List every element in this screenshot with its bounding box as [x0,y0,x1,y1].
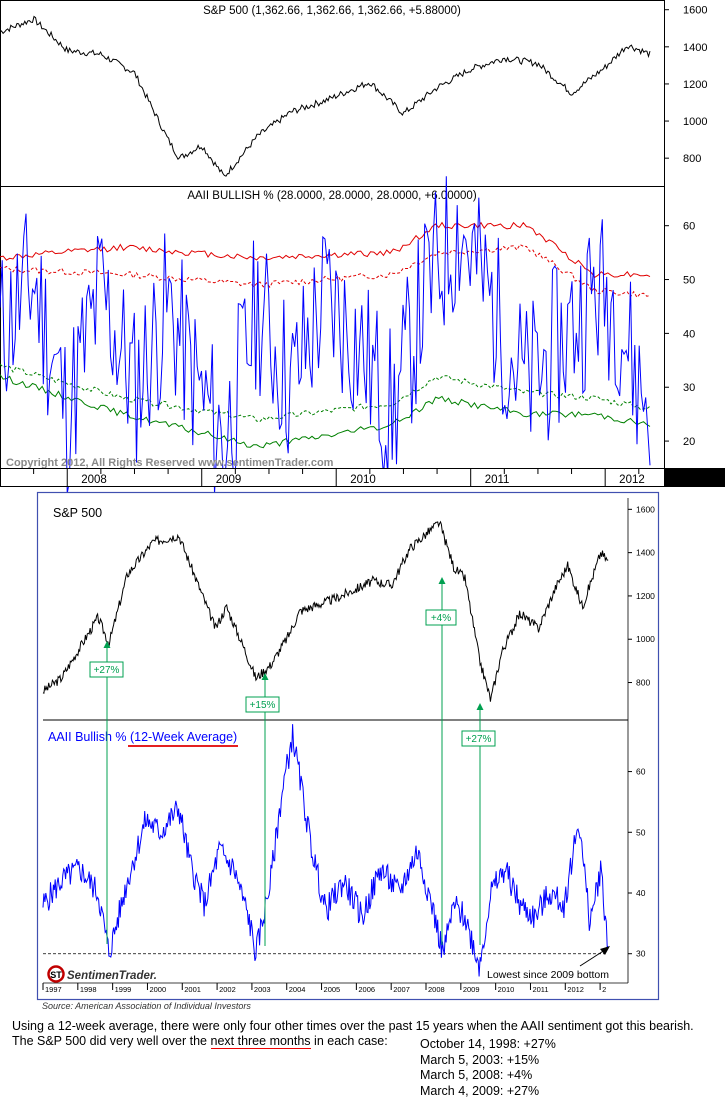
cases-list: October 14, 1998: +27% March 5, 2003: +1… [420,1037,556,1099]
y-tick-label: 20 [683,436,695,448]
upper-band-line [0,221,651,278]
y-tick-label: 1200 [683,79,707,91]
x-tick-label: 2009 [463,985,480,994]
aaii-top-title: AAII BULLISH % (28.0000, 28.0000, 28.000… [187,190,476,202]
bullish-pct-line [0,176,651,495]
x-tick-label: 2004 [289,985,306,994]
case-item: October 14, 1998: +27% [420,1037,556,1051]
aaii-bottom-title: AAII Bullish % (12-Week Average) [48,730,237,744]
x-tick-label: 2010 [498,985,515,994]
case-item: March 5, 2008: +4% [420,1068,533,1082]
lowest-since-label: Lowest since 2009 bottom [487,969,609,981]
sp500-top-panel: S&P 500 (1,362.66, 1,362.66, 1,362.66, +… [0,0,707,187]
arrow-head [103,641,111,648]
x-tick-label: 2000 [149,985,166,994]
x-tick-label: 1998 [80,985,97,994]
x-tick-label: 2012 [619,474,645,486]
aaii-top-panel: AAII BULLISH % (28.0000, 28.0000, 28.000… [0,176,695,495]
y-tick-label: 1200 [636,591,655,601]
pointer-arrow [579,946,610,967]
y-tick-label: 1400 [683,42,707,54]
y-tick-label: 60 [636,767,646,777]
x-tick-label: 2012 [567,985,584,994]
x-tick-label: 2 [602,985,606,994]
x-tick-label: 2009 [216,474,242,486]
y-tick-label: 1000 [636,634,655,644]
next-three-months: next three months [210,1034,311,1049]
svg-text:ST: ST [50,970,62,980]
x-tick-label: 2001 [184,985,201,994]
annotation-1998: +27% [89,661,124,678]
case-item: March 4, 2009: +27% [420,1083,540,1098]
y-tick-label: 800 [683,153,701,165]
copyright-text: Copyright 2012, All Rights Reserved www.… [6,457,334,469]
svg-text:SentimenTrader.: SentimenTrader. [67,970,157,982]
x-tick-label: 2002 [219,985,236,994]
x-tick-label: 2005 [324,985,341,994]
annotation-2009: +27% [461,730,496,747]
caption-line2: The S&P 500 did very well over the next … [12,1034,388,1049]
y-tick-label: 30 [683,382,695,394]
y-tick-label: 30 [636,949,646,959]
svg-text:+4%: +4% [431,613,451,624]
arrow-head [476,703,484,710]
x-tick-label: 2011 [532,985,548,994]
x-tick-label: 2008 [81,474,107,486]
y-tick-label: 1400 [636,548,655,558]
x-tick-label: 1999 [115,985,132,994]
sp500-bottom-title: S&P 500 [53,506,102,520]
aaii-12wk-line [42,724,609,977]
arrow-head [438,577,446,584]
source-text: Source: American Association of Individu… [42,1001,251,1010]
sentimentrader-logo: ST SentimenTrader. [47,965,157,983]
sp500-top-line [0,15,651,177]
y-tick-label: 1600 [636,504,655,514]
arrow-head [261,673,269,680]
svg-text:+15%: +15% [250,700,276,711]
y-tick-label: 50 [636,827,646,837]
y-tick-label: 40 [683,328,695,340]
y-tick-label: 1600 [683,5,707,17]
sp500-top-title: S&P 500 (1,362.66, 1,362.66, 1,362.66, +… [203,5,461,17]
x-tick-label: 2003 [254,985,271,994]
upper-mid-band-line [0,243,651,299]
top-x-axis: 2008 2009 2010 2011 2012 [0,468,725,487]
sp500-bottom-line [42,520,609,702]
y-tick-label: 50 [683,275,695,287]
x-tick-label: 2008 [428,985,445,994]
y-tick-label: 40 [636,888,646,898]
caption: Using a 12-week average, there were only… [12,1019,722,1049]
x-tick-label: 2007 [393,985,410,994]
lower-band-line [0,374,651,449]
case-item: March 5, 2003: +15% [420,1052,540,1067]
annotation-2003: +15% [245,696,280,713]
y-tick-label: 1000 [683,116,707,128]
caption-line1: Using a 12-week average, there were only… [12,1019,694,1033]
green-arrows [103,577,484,946]
svg-text:+27%: +27% [466,734,492,745]
y-tick-label: 800 [636,678,650,688]
y-tick-label: 60 [683,221,695,233]
x-tick-label: 1997 [45,985,62,994]
annotation-2008: +4% [425,609,457,626]
x-tick-label: 2011 [485,474,510,486]
svg-text:+27%: +27% [94,665,120,676]
x-tick-label: 2010 [350,474,376,486]
x-tick-label: 2006 [358,985,375,994]
